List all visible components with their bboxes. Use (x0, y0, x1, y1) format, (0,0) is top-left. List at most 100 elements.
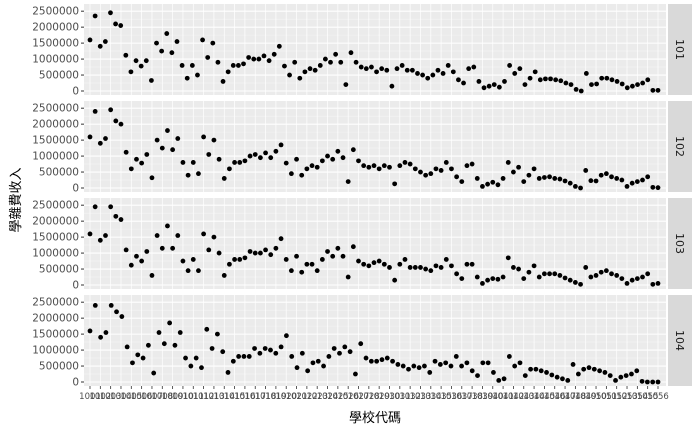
data-point (578, 185, 583, 191)
data-point (333, 51, 339, 57)
data-point (184, 75, 190, 81)
data-point (629, 180, 635, 186)
data-point (399, 63, 405, 68)
data-point (216, 250, 222, 256)
data-point (294, 156, 299, 162)
data-point (432, 358, 438, 364)
data-point (87, 328, 93, 334)
data-point (206, 152, 212, 157)
data-point (204, 326, 210, 332)
data-point (283, 160, 289, 166)
y-tick-label: 2500000 (32, 200, 79, 212)
data-point (409, 67, 415, 73)
data-point (512, 71, 518, 76)
x-tick-label: 1040 (482, 392, 504, 402)
data-point (92, 13, 98, 19)
data-point (350, 244, 356, 250)
data-point (645, 271, 651, 277)
data-point (189, 63, 195, 68)
facet-panel-101: 101 (84, 4, 692, 95)
x-tick-label: 1044 (523, 392, 545, 402)
data-point (583, 71, 589, 76)
data-point (384, 67, 390, 73)
data-point (338, 59, 344, 65)
data-point (246, 55, 252, 60)
data-point (528, 366, 533, 372)
data-point (263, 150, 268, 156)
data-point (98, 334, 104, 340)
data-point (613, 378, 618, 383)
data-point (591, 366, 597, 372)
data-point (387, 265, 392, 270)
data-point (92, 204, 98, 210)
data-point (480, 184, 485, 189)
data-point (588, 274, 594, 280)
data-point (619, 177, 625, 183)
data-point (516, 164, 521, 170)
data-point (177, 330, 183, 335)
facet-panel-104: 104 (84, 295, 692, 386)
data-point (302, 69, 308, 75)
data-point (650, 281, 656, 287)
x-tick-label: 1005 (120, 392, 142, 402)
data-point (609, 174, 614, 180)
data-point (464, 360, 470, 366)
data-point (294, 253, 299, 259)
y-tick-label: 2000000 (32, 22, 79, 34)
data-point (363, 355, 369, 361)
data-point (328, 59, 333, 65)
data-point (542, 175, 547, 180)
data-point (650, 379, 656, 385)
x-tick-label: 1013 (203, 392, 225, 402)
data-point (149, 175, 155, 181)
data-point (614, 176, 620, 181)
data-point (474, 176, 480, 181)
data-point (345, 274, 351, 280)
y-tick-label: 0 (72, 280, 79, 292)
data-point (538, 368, 544, 374)
data-point (123, 52, 129, 58)
facet-strip-label: 104 (673, 330, 686, 351)
data-point (113, 118, 119, 124)
data-point (325, 153, 330, 159)
data-point (221, 273, 227, 278)
data-point (97, 43, 103, 49)
data-point (423, 266, 429, 272)
data-point (526, 269, 532, 275)
data-point (428, 268, 434, 274)
data-point (196, 171, 201, 177)
data-point (511, 169, 516, 175)
data-point (544, 370, 549, 375)
data-point (361, 261, 367, 267)
y-tick-label: 0 (72, 183, 79, 195)
data-point (500, 176, 506, 181)
data-point (242, 255, 248, 261)
data-point (521, 179, 527, 185)
data-point (578, 88, 584, 94)
x-tick-label: 1017 (244, 392, 266, 402)
facet-strip (668, 295, 692, 386)
data-point (87, 37, 93, 43)
y-tick-label: 500000 (39, 167, 79, 179)
data-point (309, 163, 315, 169)
data-point (490, 179, 496, 185)
data-point (572, 280, 578, 285)
data-point (461, 80, 466, 86)
data-point (118, 121, 124, 127)
y-tick-label: 500000 (39, 70, 79, 82)
data-point (609, 77, 615, 83)
data-point (453, 354, 459, 359)
data-point (407, 161, 413, 167)
data-point (607, 373, 613, 379)
data-point (188, 363, 194, 369)
data-point (154, 137, 160, 143)
data-point (261, 53, 267, 59)
data-point (165, 128, 170, 133)
data-point (287, 72, 292, 78)
data-point (619, 276, 625, 282)
data-point (589, 82, 594, 88)
data-point (97, 237, 103, 243)
data-point (258, 250, 263, 256)
x-tick-label: 1027 (348, 392, 370, 402)
data-point (138, 63, 144, 69)
